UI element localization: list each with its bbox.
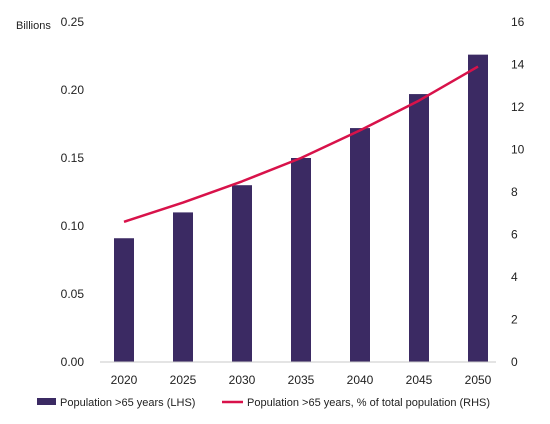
bar: [291, 158, 311, 362]
x-axis-tick-label: 2035: [288, 373, 315, 387]
bar: [468, 55, 488, 362]
x-axis-tick-label: 2040: [347, 373, 374, 387]
left-axis-tick-label: 0.25: [61, 15, 85, 29]
x-axis-tick-label: 2045: [406, 373, 433, 387]
x-axis-ticks: 2020 2025 2030 2035 2040 2045 2050: [111, 373, 492, 387]
right-axis-tick-label: 0: [511, 355, 518, 369]
bar: [350, 128, 370, 362]
right-axis-ticks: 0 2 4 6 8 10 12 14 16: [511, 15, 525, 369]
right-axis-tick-label: 10: [511, 143, 525, 157]
left-axis-tick-label: 0.10: [61, 219, 85, 233]
x-axis-tick-label: 2020: [111, 373, 138, 387]
x-axis-tick-label: 2030: [229, 373, 256, 387]
bar: [114, 238, 134, 362]
left-axis-tick-label: 0.05: [61, 287, 85, 301]
x-axis-tick-label: 2050: [465, 373, 492, 387]
right-axis-tick-label: 2: [511, 313, 518, 327]
bar: [409, 94, 429, 362]
bar: [173, 212, 193, 362]
bar-series: [114, 55, 488, 362]
right-axis-tick-label: 6: [511, 228, 518, 242]
left-axis-tick-label: 0.15: [61, 151, 85, 165]
bar: [232, 185, 252, 362]
left-axis-tick-label: 0.20: [61, 83, 85, 97]
left-axis-unit-label: Billions: [16, 20, 51, 32]
right-axis-tick-label: 14: [511, 58, 525, 72]
legend-label-line: Population >65 years, % of total populat…: [247, 397, 490, 409]
right-axis-tick-label: 4: [511, 270, 518, 284]
left-axis-tick-label: 0.00: [61, 355, 85, 369]
legend-swatch-bars: [37, 398, 56, 405]
legend: Population >65 years (LHS) Population >6…: [37, 397, 490, 409]
right-axis-tick-label: 16: [511, 15, 525, 29]
right-axis-tick-label: 8: [511, 185, 518, 199]
right-axis-tick-label: 12: [511, 100, 525, 114]
x-axis-tick-label: 2025: [170, 373, 197, 387]
legend-label-bars: Population >65 years (LHS): [60, 397, 195, 409]
left-axis-ticks: 0.00 0.05 0.10 0.15 0.20 0.25: [61, 15, 85, 369]
